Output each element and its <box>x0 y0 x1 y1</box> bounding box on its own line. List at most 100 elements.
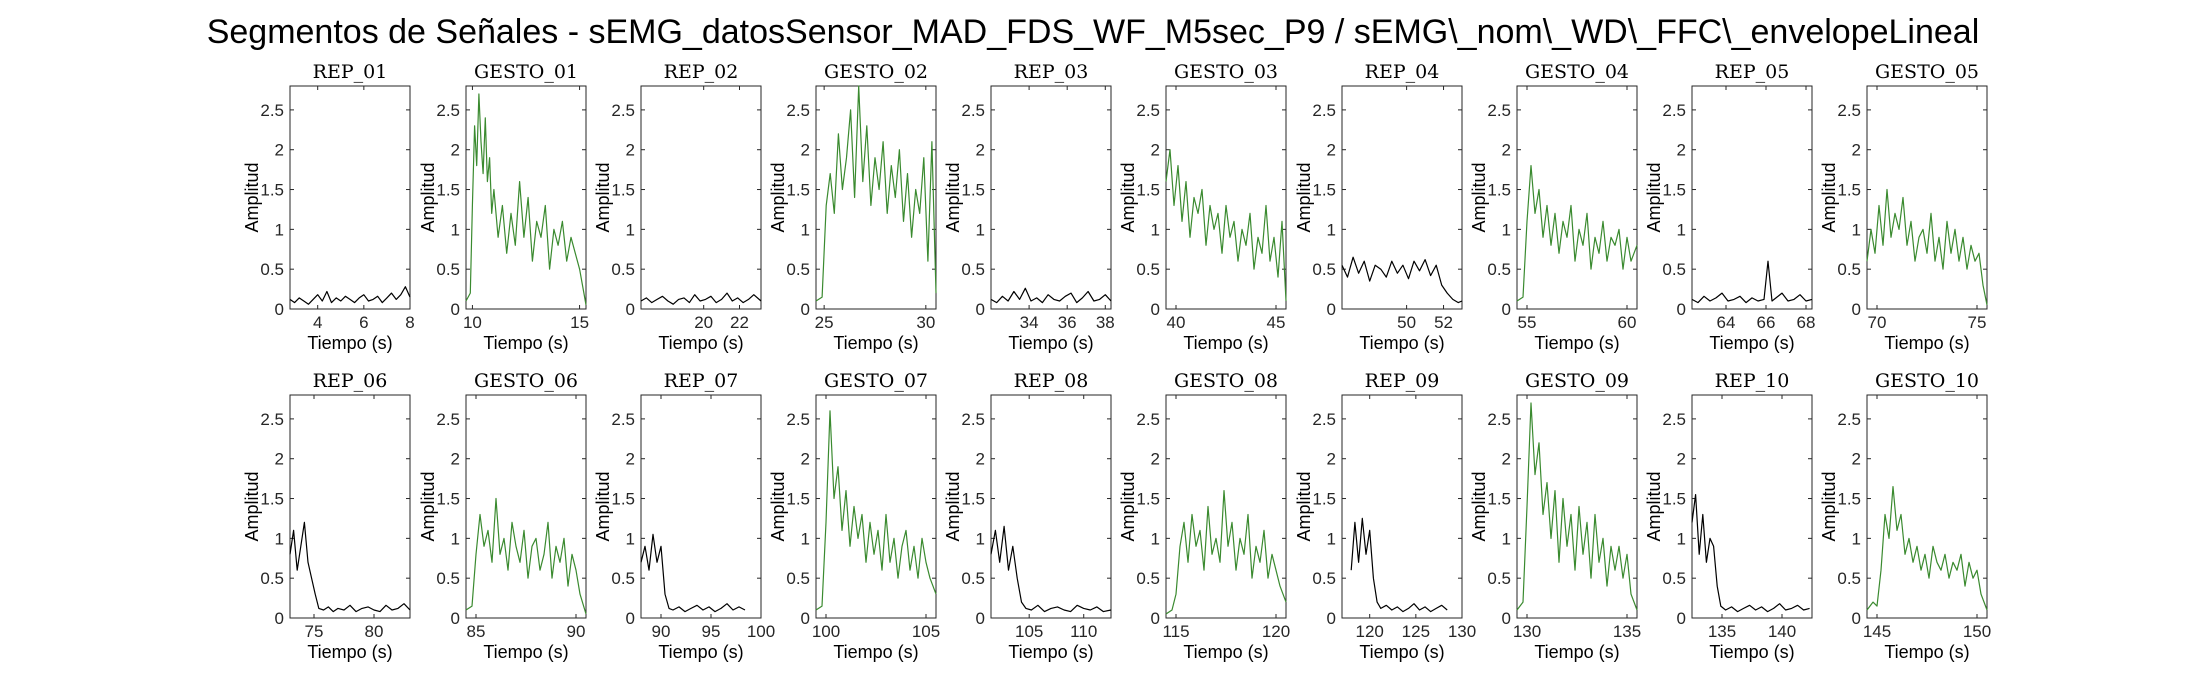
plot-area <box>1341 85 1463 310</box>
y-tick-label: 2 <box>451 450 460 469</box>
plot-area <box>990 85 1112 310</box>
y-tick-label: 2 <box>801 450 810 469</box>
x-tick-label: 6 <box>359 313 368 332</box>
y-axis-label: Amplitud <box>1819 162 1839 232</box>
y-tick-label: 0.5 <box>786 260 810 279</box>
x-tick-label: 80 <box>365 622 384 641</box>
series-line-rep-04 <box>1341 256 1463 304</box>
subplot-title: GESTO_05 <box>1875 61 1979 83</box>
x-axis-label: Tiempo (s) <box>658 642 743 662</box>
x-axis-label: Tiempo (s) <box>1884 333 1969 353</box>
series-line-rep-03 <box>990 287 1112 304</box>
subplot-title: REP_05 <box>1715 61 1790 83</box>
y-tick-label: 0.5 <box>436 260 460 279</box>
x-tick-label: 105 <box>1015 622 1043 641</box>
y-tick-label: 1 <box>801 529 810 548</box>
x-tick-label: 22 <box>730 313 749 332</box>
y-tick-label: 0.5 <box>260 569 284 588</box>
y-tick-label: 0.5 <box>1136 569 1160 588</box>
x-axis-label: Tiempo (s) <box>1008 333 1093 353</box>
y-axis-label: Amplitud <box>1118 162 1138 232</box>
y-axis-label: Amplitud <box>242 471 262 541</box>
series-line-gesto-02 <box>815 85 937 302</box>
y-tick-label: 1 <box>451 529 460 548</box>
series-line-rep-07 <box>640 533 746 613</box>
y-tick-label: 1 <box>1151 220 1160 239</box>
x-tick-label: 135 <box>1613 622 1641 641</box>
y-tick-label: 0 <box>451 609 460 628</box>
plot-area <box>990 394 1112 619</box>
y-tick-label: 2 <box>275 141 284 160</box>
y-tick-label: 1.5 <box>1837 181 1861 200</box>
y-tick-label: 2.5 <box>1837 101 1861 120</box>
y-tick-label: 1 <box>275 529 284 548</box>
plot-area <box>640 85 762 310</box>
y-tick-label: 0 <box>1677 300 1686 319</box>
y-tick-label: 0 <box>1151 609 1160 628</box>
x-tick-label: 52 <box>1434 313 1453 332</box>
x-tick-label: 130 <box>1448 622 1476 641</box>
plot-area <box>1341 394 1463 619</box>
y-tick-label: 1.5 <box>961 490 985 509</box>
x-tick-label: 120 <box>1356 622 1384 641</box>
y-tick-label: 1.5 <box>260 490 284 509</box>
y-axis-label: Amplitud <box>418 162 438 232</box>
y-tick-label: 2.5 <box>1312 410 1336 429</box>
plot-area <box>1165 85 1287 310</box>
subplot-title: REP_08 <box>1014 370 1089 392</box>
y-tick-label: 1 <box>1677 220 1686 239</box>
y-tick-label: 0 <box>801 609 810 628</box>
y-tick-label: 1 <box>801 220 810 239</box>
plot-area <box>815 85 937 310</box>
y-tick-label: 2.5 <box>1136 410 1160 429</box>
y-tick-label: 2 <box>1852 141 1861 160</box>
y-tick-label: 2 <box>1327 450 1336 469</box>
y-tick-label: 1.5 <box>260 181 284 200</box>
series-line-rep-08 <box>990 525 1112 613</box>
x-axis-label: Tiempo (s) <box>1709 333 1794 353</box>
y-tick-label: 1.5 <box>1487 490 1511 509</box>
y-tick-label: 2.5 <box>961 410 985 429</box>
x-tick-label: 110 <box>1070 622 1097 641</box>
subplot-title: GESTO_07 <box>824 370 928 392</box>
subplot-title: GESTO_10 <box>1875 370 1979 392</box>
y-tick-label: 0.5 <box>260 260 284 279</box>
x-tick-label: 68 <box>1797 313 1816 332</box>
y-tick-label: 0.5 <box>1136 260 1160 279</box>
subplot-title: GESTO_02 <box>824 61 928 83</box>
y-tick-label: 1.5 <box>1136 490 1160 509</box>
y-tick-label: 1.5 <box>1312 490 1336 509</box>
y-tick-label: 1.5 <box>1662 490 1686 509</box>
y-axis-label: Amplitud <box>1469 471 1489 541</box>
x-tick-label: 4 <box>313 313 322 332</box>
subplot-title: GESTO_09 <box>1525 370 1629 392</box>
x-tick-label: 95 <box>702 622 721 641</box>
y-tick-label: 0 <box>1502 300 1511 319</box>
y-tick-label: 2 <box>626 450 635 469</box>
y-tick-label: 2 <box>1502 141 1511 160</box>
y-tick-label: 2 <box>976 450 985 469</box>
y-tick-label: 0.5 <box>611 569 635 588</box>
subplot-title: REP_02 <box>664 61 739 83</box>
series-line-rep-09 <box>1350 517 1448 613</box>
plot-area <box>640 394 762 619</box>
subplot-title: REP_04 <box>1365 61 1440 83</box>
y-tick-label: 0 <box>1502 609 1511 628</box>
x-tick-label: 140 <box>1768 622 1796 641</box>
y-tick-label: 0.5 <box>786 569 810 588</box>
plot-area <box>1691 85 1813 310</box>
subplot-rep-01: REP_01 0 0.5 1 1.5 2 2.5 4 6 8 Tiempo (s) Amplitud <box>242 61 415 353</box>
y-tick-label: 0.5 <box>961 569 985 588</box>
y-tick-label: 2.5 <box>611 101 635 120</box>
series-line-rep-06 <box>289 521 411 613</box>
y-tick-label: 2 <box>1852 450 1861 469</box>
subplot-title: GESTO_08 <box>1174 370 1278 392</box>
x-tick-label: 115 <box>1162 622 1189 641</box>
